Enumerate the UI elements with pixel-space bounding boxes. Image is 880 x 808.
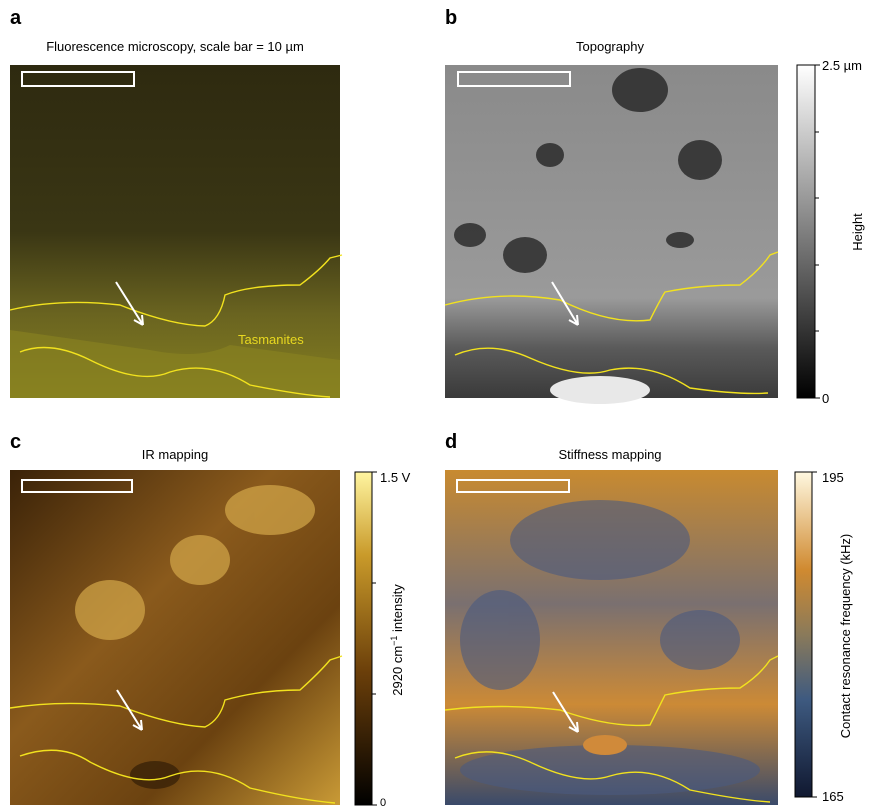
colorbar-min: 165 <box>822 789 844 804</box>
panel-title: Stiffness mapping <box>558 447 661 462</box>
panel-letter: d <box>445 431 457 453</box>
colorbar-min: 0 <box>380 797 386 808</box>
panel-letter: a <box>10 7 22 29</box>
label-text: intensity <box>390 584 405 636</box>
image-texture <box>583 735 627 755</box>
label-superscript: −1 <box>389 636 399 646</box>
colorbar-max: 1.5 V <box>380 470 411 485</box>
colorbar-ticks <box>815 65 820 398</box>
panel-title: Topography <box>576 39 644 54</box>
colorbar-max: 195 <box>822 470 844 485</box>
colorbar-label: Height <box>850 213 865 251</box>
colorbar <box>795 472 812 797</box>
colorbar-label: Contact resonance frequency (kHz) <box>838 534 853 738</box>
colorbar <box>355 472 372 805</box>
colorbar-min: 0 <box>822 391 829 406</box>
figure: a Fluorescence microscopy, scale bar = 1… <box>0 0 880 808</box>
panel-letter: b <box>445 7 457 29</box>
panel-letter: c <box>10 431 21 453</box>
panel-title: Fluorescence microscopy, scale bar = 10 … <box>46 39 304 54</box>
panel-title: IR mapping <box>142 447 208 462</box>
colorbar-ticks <box>372 472 377 805</box>
image-texture <box>550 376 650 404</box>
annotation: Tasmanites <box>238 332 304 347</box>
colorbar <box>797 65 815 398</box>
colorbar-max: 2.5 µm <box>822 58 862 73</box>
colorbar-ticks <box>812 472 817 797</box>
label-text: 2920 cm <box>390 646 405 696</box>
colorbar-label: 2920 cm−1 intensity <box>389 584 405 696</box>
